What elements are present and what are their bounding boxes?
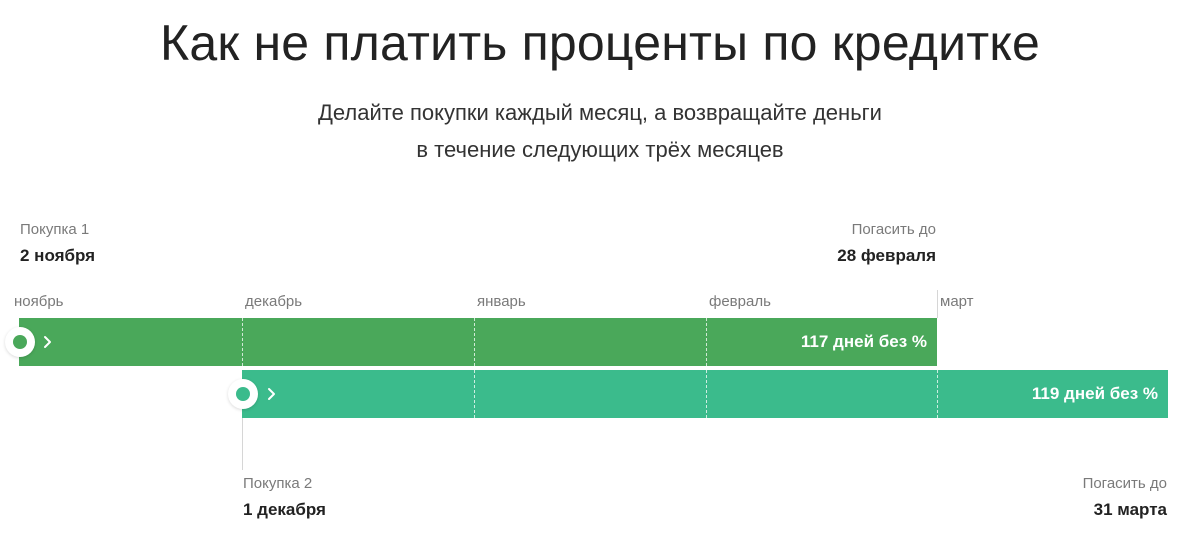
purchase1-pay-label: Погасить до xyxy=(851,221,936,238)
bar1-december-divider xyxy=(242,318,243,366)
purchase1-start-dot-icon xyxy=(5,327,35,357)
page-subtitle: Делайте покупки каждый месяц, а возвраща… xyxy=(0,94,1200,168)
month-label-november: ноябрь xyxy=(14,293,64,310)
purchase2-bar: 119 дней без % xyxy=(242,370,1168,418)
purchase1-bar-label: 117 дней без % xyxy=(800,332,927,351)
purchase2-pay-label: Погасить до xyxy=(1082,475,1167,492)
purchase2-label: Покупка 2 xyxy=(243,475,313,492)
purchase1-label: Покупка 1 xyxy=(20,221,90,238)
month-label-january: январь xyxy=(477,293,526,310)
purchase2-connector-line xyxy=(242,418,243,470)
purchase2-bar-label: 119 дней без % xyxy=(1031,384,1158,403)
purchase1-bar: 117 дней без % xyxy=(19,318,937,366)
bar2-march-divider xyxy=(937,370,938,418)
purchase1-pay-date: 28 февраля xyxy=(837,246,936,265)
subtitle-line-1: Делайте покупки каждый месяц, а возвраща… xyxy=(318,100,882,125)
page-title: Как не платить проценты по кредитке xyxy=(160,15,1040,71)
bar2-january-divider xyxy=(474,370,475,418)
purchase2-chevron-right-icon xyxy=(268,388,275,400)
month-label-february: февраль xyxy=(709,293,771,310)
purchase2-date: 1 декабря xyxy=(243,500,326,519)
bar2-february-divider xyxy=(706,370,707,418)
month-label-march: март xyxy=(940,293,974,310)
month-label-december: декабрь xyxy=(245,293,303,310)
bar1-february-divider xyxy=(706,318,707,366)
bar1-january-divider xyxy=(474,318,475,366)
march-divider-line xyxy=(937,290,938,318)
purchase1-chevron-right-icon xyxy=(44,336,51,348)
subtitle-line-2: в течение следующих трёх месяцев xyxy=(416,137,784,162)
purchase2-pay-date: 31 марта xyxy=(1093,500,1167,519)
purchase2-start-dot-icon xyxy=(228,379,258,409)
purchase1-date: 2 ноября xyxy=(20,246,96,265)
